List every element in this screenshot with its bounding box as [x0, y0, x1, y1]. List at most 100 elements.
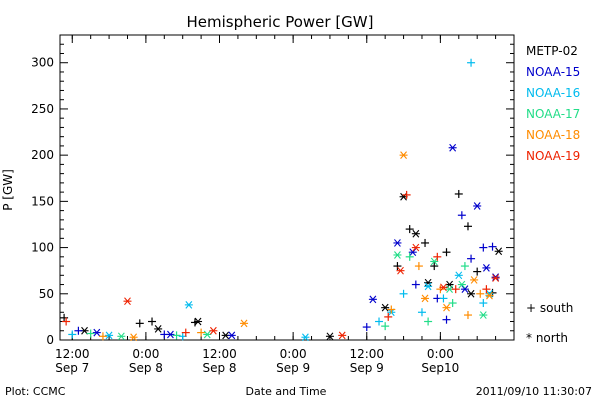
south-point	[479, 299, 488, 308]
south-point	[381, 322, 390, 331]
north-point	[479, 311, 488, 319]
north-point	[439, 283, 448, 292]
north-point	[411, 243, 420, 252]
south-point	[181, 328, 190, 337]
south-point	[417, 308, 426, 317]
south-point	[439, 294, 448, 303]
x-tick-label-time: 0:00	[280, 347, 307, 361]
north-point	[491, 274, 500, 282]
north-point	[393, 239, 402, 247]
south-point	[430, 262, 439, 271]
south-point	[399, 289, 408, 298]
south-point	[479, 243, 488, 252]
south-point	[375, 317, 384, 326]
legend-entry: NOAA-17	[526, 107, 580, 121]
y-tick-label: 0	[46, 333, 54, 347]
south-point	[393, 262, 402, 271]
south-point	[387, 305, 396, 314]
north-point	[442, 303, 451, 312]
x-tick-label-time: 0:00	[132, 347, 159, 361]
legend-south-marker: + south	[526, 301, 573, 315]
south-point	[405, 252, 414, 261]
south-point	[197, 328, 206, 337]
y-tick-label: 300	[31, 56, 54, 70]
legend-entry: NOAA-16	[526, 86, 580, 100]
south-point	[86, 329, 95, 338]
north-point	[396, 266, 405, 275]
north-point	[129, 333, 138, 342]
north-point	[430, 257, 439, 266]
north-point	[194, 317, 203, 326]
south-point	[442, 248, 451, 257]
south-point	[421, 238, 430, 247]
x-tick-label-date: Sep 7	[55, 361, 89, 375]
south-point	[424, 317, 433, 326]
north-point	[424, 278, 433, 287]
north-point	[421, 294, 430, 303]
legend-entry: NOAA-15	[526, 65, 580, 79]
plot-timestamp: 2011/09/10 11:30:07	[476, 385, 592, 398]
north-point	[154, 325, 163, 333]
legend-north-marker: * north	[526, 331, 568, 345]
south-point	[60, 313, 69, 322]
south-point	[467, 58, 476, 67]
north-point	[457, 280, 466, 289]
south-point	[476, 289, 485, 298]
north-point	[448, 143, 457, 152]
south-point	[433, 252, 442, 261]
north-point	[485, 291, 494, 300]
north-point	[166, 330, 175, 339]
north-point	[408, 248, 417, 257]
south-point	[454, 189, 463, 198]
x-tick-label-date: Sep 8	[202, 361, 236, 375]
north-point	[123, 297, 132, 306]
south-point	[488, 242, 497, 251]
north-point	[92, 328, 101, 337]
chart-title: Hemispheric Power [GW]	[187, 13, 374, 31]
north-point	[399, 151, 408, 160]
north-point	[209, 326, 218, 335]
north-point	[338, 331, 347, 340]
south-point	[463, 311, 472, 320]
north-point	[473, 202, 482, 210]
north-point	[325, 332, 334, 341]
y-tick-label: 100	[31, 241, 54, 255]
north-point	[184, 301, 193, 309]
north-point	[105, 331, 114, 340]
north-point	[117, 332, 126, 341]
x-axis-label: Date and Time	[246, 385, 327, 398]
north-point	[411, 229, 420, 238]
south-point	[98, 332, 107, 341]
x-tick-label-date: Sep 8	[129, 361, 163, 375]
y-axis-label: P [GW]	[1, 169, 15, 211]
x-tick-label-time: 0:00	[427, 347, 454, 361]
north-point	[470, 276, 479, 284]
south-point	[448, 299, 457, 308]
south-point	[457, 211, 466, 220]
south-point	[405, 225, 414, 234]
x-tick-label-date: Sep10	[421, 361, 459, 375]
x-tick-label-time: 12:00	[55, 347, 90, 361]
plot-area-frame	[59, 34, 515, 341]
south-point	[436, 285, 445, 294]
south-point	[451, 285, 460, 294]
south-point	[74, 326, 83, 335]
x-tick-label-date: Sep 9	[276, 361, 310, 375]
x-tick-label-time: 12:00	[202, 347, 237, 361]
north-point	[454, 271, 463, 280]
north-point	[227, 331, 236, 340]
south-point	[460, 262, 469, 271]
south-point	[68, 330, 77, 339]
north-point	[482, 264, 491, 272]
x-tick-label-date: Sep 9	[350, 361, 384, 375]
south-point	[62, 317, 71, 326]
south-point	[463, 222, 472, 231]
legend: METP-02 NOAA-15 NOAA-16 NOAA-17 NOAA-18 NOAA-…	[526, 44, 580, 345]
north-point	[491, 273, 500, 282]
north-point	[368, 295, 377, 304]
legend-entry: NOAA-19	[526, 149, 580, 163]
y-tick-label: 50	[39, 287, 54, 301]
north-point	[240, 319, 249, 328]
